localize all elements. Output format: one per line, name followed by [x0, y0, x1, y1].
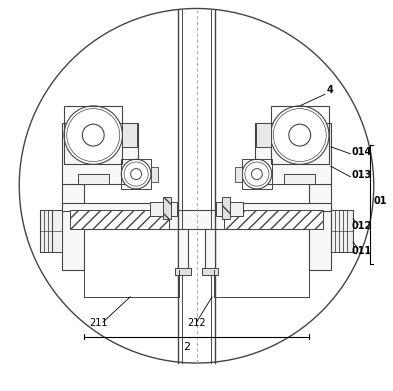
- Bar: [62, 124, 138, 184]
- Bar: [242, 159, 272, 189]
- Bar: [62, 184, 84, 269]
- Bar: [40, 210, 353, 229]
- Bar: [206, 229, 215, 269]
- Text: 014: 014: [352, 147, 372, 156]
- Bar: [123, 124, 137, 147]
- Circle shape: [252, 169, 263, 179]
- Bar: [62, 145, 84, 269]
- Bar: [255, 124, 331, 184]
- Circle shape: [121, 159, 151, 189]
- Bar: [178, 229, 187, 269]
- Bar: [40, 210, 62, 252]
- Bar: [222, 197, 230, 219]
- Circle shape: [19, 9, 374, 363]
- Bar: [309, 145, 331, 269]
- Text: 2: 2: [183, 342, 190, 352]
- Bar: [220, 203, 331, 211]
- Bar: [62, 203, 173, 211]
- Text: 012: 012: [352, 221, 372, 231]
- Circle shape: [64, 106, 123, 164]
- Bar: [331, 210, 353, 252]
- Bar: [64, 106, 123, 164]
- Text: 013: 013: [352, 170, 372, 179]
- Text: 212: 212: [187, 318, 206, 328]
- Text: 211: 211: [89, 318, 108, 328]
- Bar: [284, 174, 315, 184]
- Circle shape: [270, 106, 329, 164]
- Bar: [216, 202, 243, 216]
- Bar: [175, 268, 191, 275]
- Circle shape: [83, 124, 104, 146]
- Bar: [256, 124, 270, 147]
- Bar: [150, 202, 177, 216]
- Circle shape: [242, 159, 272, 189]
- Bar: [70, 210, 169, 229]
- Bar: [202, 268, 218, 275]
- Bar: [121, 159, 151, 189]
- Bar: [224, 210, 323, 229]
- Text: 4: 4: [327, 85, 334, 95]
- Text: 01: 01: [374, 196, 387, 206]
- Bar: [151, 167, 158, 182]
- Bar: [78, 174, 109, 184]
- Circle shape: [289, 124, 310, 146]
- Bar: [235, 167, 242, 182]
- Bar: [270, 106, 329, 164]
- Bar: [309, 184, 331, 269]
- Circle shape: [130, 169, 141, 179]
- Text: 011: 011: [352, 246, 372, 256]
- Bar: [163, 197, 171, 219]
